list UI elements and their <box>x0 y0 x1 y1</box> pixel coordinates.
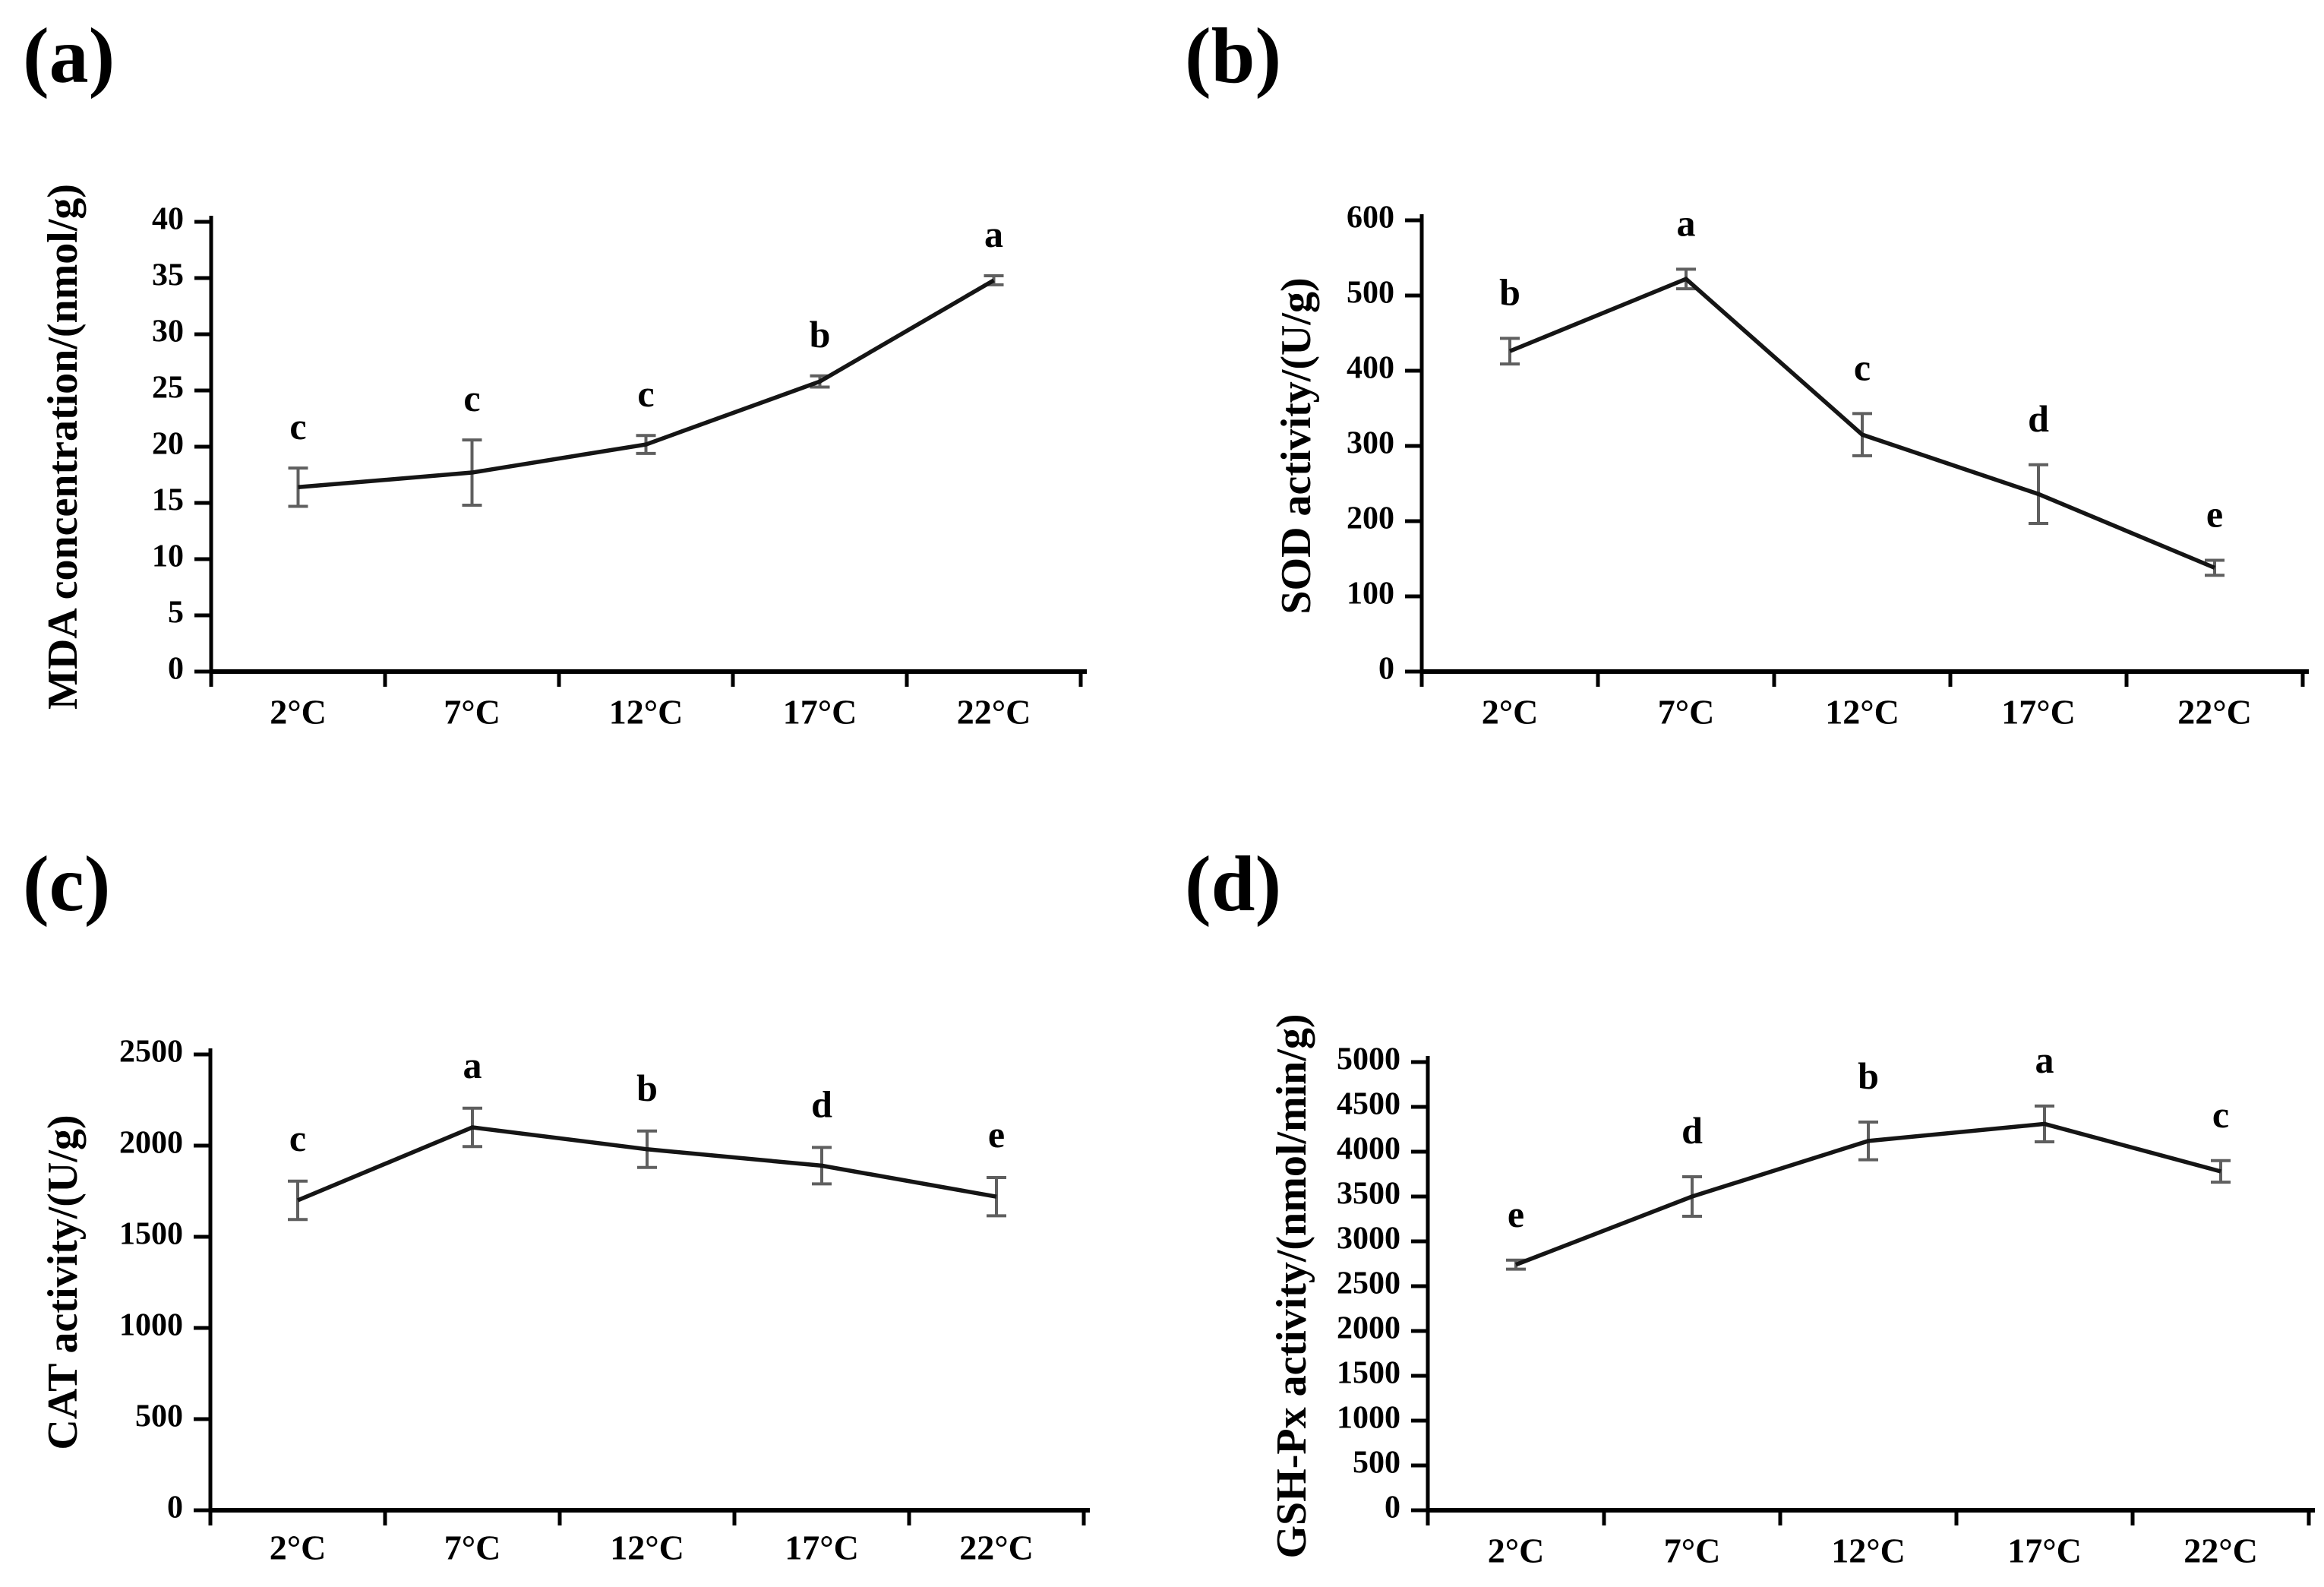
sig-letter: c <box>289 405 306 447</box>
y-axis-title: MDA concentration/(nmol/g) <box>39 184 87 710</box>
sig-letter: a <box>984 213 1003 255</box>
y-tick-label: 400 <box>1347 351 1394 386</box>
x-tick-label: 12°C <box>1831 1532 1906 1570</box>
y-tick-label: 40 <box>152 202 184 237</box>
chart-panel-d: 0 500 1000 1500 2000 2500 3000 3500 4000 4500 5000… <box>1268 1013 2315 1570</box>
sig-letter: d <box>1681 1109 1703 1152</box>
sig-letter: d <box>2028 397 2049 440</box>
x-tick-label: 22°C <box>957 693 1031 732</box>
sig-letter: d <box>811 1083 832 1125</box>
x-tick-label: 2°C <box>270 1529 327 1567</box>
sig-letter: c <box>637 372 654 415</box>
y-tick-label: 600 <box>1347 201 1394 236</box>
y-tick-label: 25 <box>152 371 184 406</box>
chart-panel-a: 0 5 10 15 20 25 30 35 40 2°C 7°C 12°C 17°C 22°C MDA co… <box>39 184 1087 732</box>
sig-letter: e <box>988 1113 1005 1155</box>
y-tick-label: 1000 <box>1337 1401 1400 1436</box>
y-tick-label: 15 <box>152 483 184 518</box>
sig-letter: c <box>463 377 480 419</box>
y-tick-label: 2000 <box>1337 1311 1400 1346</box>
y-tick-label: 2500 <box>1337 1266 1400 1301</box>
y-axis-title: CAT activity/(U/g) <box>39 1114 87 1449</box>
x-tick-label: 7°C <box>1658 693 1715 732</box>
x-tick-label: 17°C <box>785 1529 859 1567</box>
y-axis-title: GSH-Px activity/(nmol/min/g) <box>1268 1013 1315 1558</box>
x-tick-label: 12°C <box>609 693 684 732</box>
x-tick-label: 22°C <box>2183 1532 2258 1570</box>
data-line <box>1508 277 2216 570</box>
sig-letter: a <box>1677 201 1696 244</box>
sig-letter: e <box>1508 1193 1524 1235</box>
y-tick-label: 4000 <box>1337 1132 1400 1167</box>
x-tick-label: 22°C <box>959 1529 1034 1567</box>
y-tick-label: 20 <box>152 427 184 462</box>
y-tick-label: 200 <box>1347 501 1394 536</box>
sig-letter: c <box>289 1117 306 1159</box>
chart-panel-b: 0 100 200 300 400 500 600 2°C 7°C 12°C 17°C 22°C SOD… <box>1273 201 2309 732</box>
sig-letter: b <box>636 1067 658 1109</box>
x-tick-label: 2°C <box>270 693 327 732</box>
x-tick-label: 22°C <box>2177 693 2252 732</box>
sig-letter: a <box>2035 1039 2054 1081</box>
y-tick-label: 0 <box>168 652 184 687</box>
data-line <box>296 1125 997 1203</box>
sig-letter: e <box>2206 492 2223 535</box>
data-line <box>298 278 995 490</box>
sig-letter: c <box>2212 1093 2229 1136</box>
chart-panel-c: 0 500 1000 1500 2000 2500 2°C 7°C 12°C 17°C 22°C CA… <box>39 1035 1090 1567</box>
panel-label-d: (d) <box>1185 840 1282 928</box>
y-tick-label: 0 <box>1378 652 1394 687</box>
data-line <box>1515 1121 2221 1267</box>
y-tick-label: 1000 <box>119 1308 183 1343</box>
y-tick-label: 2500 <box>119 1035 183 1070</box>
panel-label-a: (a) <box>23 12 115 100</box>
y-tick-label: 0 <box>167 1491 183 1525</box>
x-tick-label: 7°C <box>444 1529 501 1567</box>
y-tick-label: 1500 <box>1337 1356 1400 1391</box>
y-tick-label: 30 <box>152 315 184 349</box>
y-tick-label: 100 <box>1347 577 1394 612</box>
sig-letter: b <box>810 313 831 356</box>
y-axis-title: SOD activity/(U/g) <box>1273 277 1320 614</box>
y-tick-label: 5000 <box>1337 1042 1400 1077</box>
x-tick-label: 17°C <box>783 693 857 732</box>
y-tick-label: 10 <box>152 539 184 574</box>
x-tick-label: 7°C <box>1664 1532 1721 1570</box>
y-tick-label: 35 <box>152 258 184 293</box>
x-tick-label: 2°C <box>1488 1532 1545 1570</box>
y-tick-label: 3000 <box>1337 1222 1400 1257</box>
y-tick-label: 5 <box>168 596 184 631</box>
panel-label-b: (b) <box>1185 12 1282 100</box>
sig-letter: b <box>1858 1054 1879 1097</box>
sig-letter: c <box>1854 346 1871 388</box>
sig-letter: a <box>463 1044 482 1086</box>
x-tick-label: 17°C <box>2007 1532 2082 1570</box>
x-tick-label: 2°C <box>1482 693 1539 732</box>
y-tick-label: 300 <box>1347 426 1394 461</box>
sig-letter: b <box>1499 270 1520 313</box>
y-tick-label: 500 <box>1347 276 1394 311</box>
y-tick-label: 1500 <box>119 1217 183 1252</box>
y-tick-label: 4500 <box>1337 1087 1400 1122</box>
x-tick-label: 7°C <box>444 693 500 732</box>
y-tick-label: 3500 <box>1337 1177 1400 1212</box>
y-tick-label: 500 <box>135 1399 183 1434</box>
x-tick-label: 12°C <box>610 1529 684 1567</box>
y-tick-label: 500 <box>1353 1446 1400 1481</box>
x-tick-label: 12°C <box>1825 693 1899 732</box>
y-tick-label: 0 <box>1385 1491 1400 1525</box>
y-tick-label: 2000 <box>119 1126 183 1161</box>
x-tick-label: 17°C <box>2001 693 2076 732</box>
panel-label-c: (c) <box>23 840 111 928</box>
